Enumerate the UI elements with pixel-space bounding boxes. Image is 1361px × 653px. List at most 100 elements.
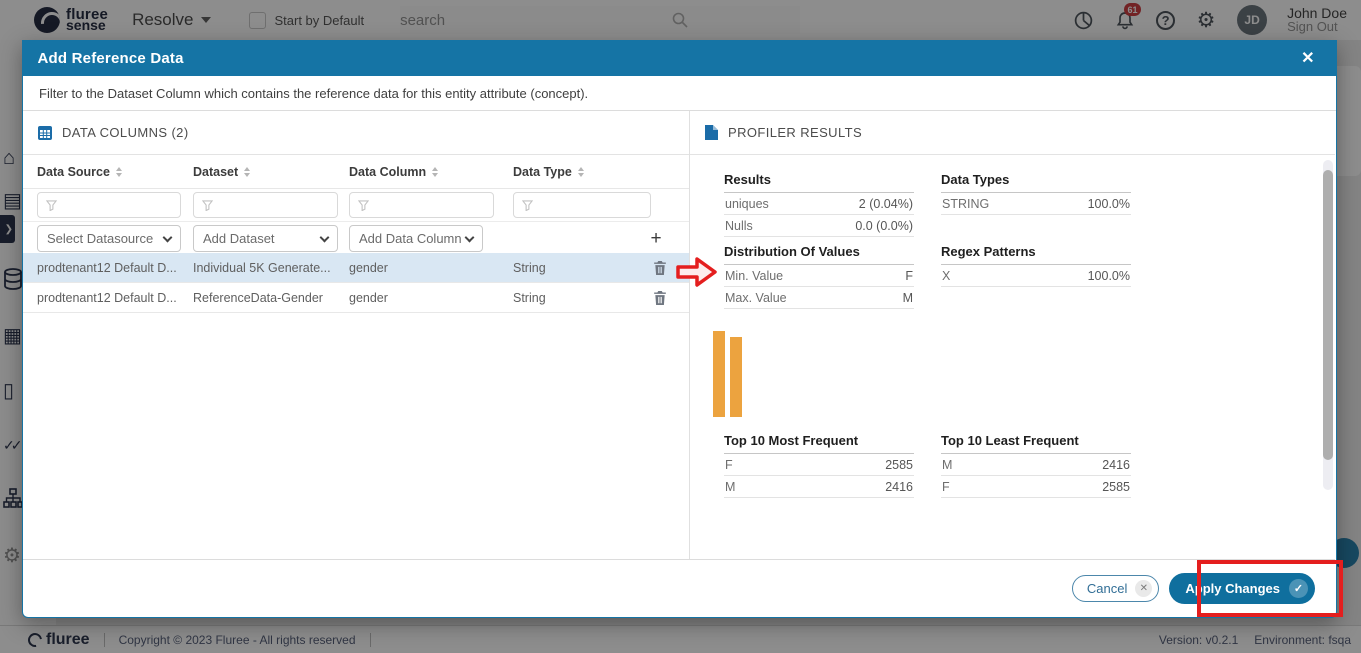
kv-value: 2585 bbox=[1102, 480, 1130, 494]
sidebar-document-icon[interactable]: ▦ bbox=[3, 325, 22, 347]
column-header-data-type[interactable]: Data Type bbox=[513, 155, 584, 189]
kv-label: Nulls bbox=[725, 219, 753, 233]
add-row-button[interactable]: + bbox=[650, 227, 662, 249]
resolve-menu-label: Resolve bbox=[132, 10, 194, 29]
table-document-icon bbox=[38, 125, 52, 140]
apply-changes-button[interactable]: Apply Changes ✓ bbox=[1169, 572, 1315, 604]
table-row[interactable]: prodtenant12 Default D... Individual 5K … bbox=[23, 253, 689, 283]
filter-funnel-icon bbox=[46, 199, 57, 211]
kv-value: 2416 bbox=[1102, 458, 1130, 472]
filter-funnel-icon bbox=[202, 199, 213, 211]
kv-label: STRING bbox=[942, 197, 990, 211]
column-header-dataset[interactable]: Dataset bbox=[193, 155, 251, 189]
most-frequent-table: Top 10 Most Frequent F 2585 M 2416 bbox=[724, 433, 914, 498]
sidebar-list-icon[interactable]: ▤ bbox=[3, 190, 22, 212]
sign-out-link[interactable]: Sign Out bbox=[1287, 19, 1338, 34]
profiler-scrollbar[interactable] bbox=[1323, 160, 1333, 490]
page-icon bbox=[705, 125, 718, 140]
sort-icon bbox=[577, 167, 584, 177]
search-input[interactable] bbox=[400, 6, 801, 34]
kv-row: STRING 100.0% bbox=[941, 193, 1131, 215]
column-header-data-source[interactable]: Data Source bbox=[37, 155, 122, 189]
sidebar-gear-icon[interactable]: ⚙ bbox=[3, 545, 21, 567]
sidebar-selected-item[interactable]: ❯ bbox=[0, 215, 15, 243]
add-reference-data-modal: Add Reference Data ✕ Filter to the Datas… bbox=[21, 40, 1337, 618]
trash-icon bbox=[654, 261, 666, 275]
add-dataset-dropdown[interactable]: Add Dataset bbox=[193, 225, 338, 252]
sidebar-orgchart-icon[interactable] bbox=[3, 488, 27, 514]
close-icon[interactable]: ✕ bbox=[1301, 50, 1315, 67]
profiler-results-panel: PROFILER RESULTS Results uniques 2 (0.04%… bbox=[690, 111, 1335, 559]
chevron-down-icon bbox=[201, 17, 212, 23]
notifications-bell-icon[interactable]: 61 bbox=[1114, 3, 1142, 31]
cancel-button[interactable]: Cancel ✕ bbox=[1071, 574, 1160, 602]
distribution-table: Distribution Of Values Min. Value F Max. V… bbox=[724, 244, 914, 309]
kv-row: M 2416 bbox=[941, 454, 1131, 476]
modal-subtitle: Filter to the Dataset Column which conta… bbox=[23, 76, 1336, 111]
sidebar-book-icon[interactable]: ▯ bbox=[3, 380, 15, 402]
kv-value: 100.0% bbox=[1087, 197, 1130, 211]
least-frequent-table: Top 10 Least Frequent M 2416 F 2585 bbox=[941, 433, 1131, 498]
kv-value: 2585 bbox=[885, 458, 913, 472]
sidebar-checks-icon[interactable]: ✓✓ bbox=[3, 437, 22, 453]
scrollbar-thumb[interactable] bbox=[1323, 170, 1333, 460]
profiler-section-title: PROFILER RESULTS bbox=[728, 125, 863, 140]
delete-row-button[interactable] bbox=[653, 283, 667, 313]
search-icon bbox=[672, 12, 688, 33]
brand-line2: sense bbox=[66, 17, 106, 33]
footer-fluree-logo: fluree bbox=[25, 629, 90, 650]
trash-icon bbox=[654, 291, 666, 305]
kv-label: Max. Value bbox=[725, 291, 787, 305]
page-footer: fluree Copyright © 2023 Fluree - All rig… bbox=[0, 625, 1361, 653]
regex-patterns-title: Regex Patterns bbox=[941, 244, 1131, 265]
filter-input-data-type[interactable] bbox=[513, 192, 651, 218]
annotation-highlight-rectangle bbox=[1197, 560, 1343, 617]
environment-text: Environment: fsqa bbox=[1254, 632, 1351, 647]
kv-label: X bbox=[942, 269, 951, 283]
filter-input-data-column[interactable] bbox=[349, 192, 494, 218]
kv-value: 0.0 (0.0%) bbox=[855, 219, 913, 233]
start-by-default-checkbox[interactable] bbox=[249, 11, 267, 29]
search-bar bbox=[400, 6, 801, 34]
column-header-data-column[interactable]: Data Column bbox=[349, 155, 439, 189]
kv-row: Max. Value M bbox=[724, 287, 914, 309]
add-data-column-dropdown[interactable]: Add Data Column bbox=[349, 225, 483, 252]
kv-row: Nulls 0.0 (0.0%) bbox=[724, 215, 914, 237]
kv-value: 2416 bbox=[885, 480, 913, 494]
sort-icon bbox=[432, 167, 439, 177]
least-frequent-title: Top 10 Least Frequent bbox=[941, 433, 1131, 454]
fluree-logo-icon bbox=[34, 7, 60, 33]
cell-data-type: String bbox=[513, 291, 546, 305]
filter-funnel-icon bbox=[522, 199, 533, 211]
modal-title: Add Reference Data bbox=[37, 49, 184, 67]
reports-pie-icon[interactable] bbox=[1072, 9, 1094, 31]
avatar[interactable]: JD bbox=[1237, 5, 1268, 35]
check-icon: ✓ bbox=[1289, 578, 1308, 598]
cell-data-source: prodtenant12 Default D... bbox=[37, 261, 177, 275]
flureesense-logo[interactable]: fluree sense bbox=[34, 7, 108, 33]
select-datasource-dropdown[interactable]: Select Datasource bbox=[37, 225, 181, 252]
sidebar-home-icon[interactable]: ⌂ bbox=[3, 147, 16, 169]
kv-row: uniques 2 (0.04%) bbox=[724, 193, 914, 215]
sidebar-database-icon[interactable] bbox=[3, 268, 27, 294]
footer-brand-text: fluree bbox=[46, 630, 90, 648]
delete-row-button[interactable] bbox=[653, 253, 667, 283]
chevron-down-icon bbox=[162, 232, 173, 242]
kv-label: uniques bbox=[725, 197, 769, 211]
bar-F bbox=[713, 331, 725, 417]
notification-badge: 61 bbox=[1124, 3, 1142, 16]
kv-label: F bbox=[725, 458, 733, 472]
table-row[interactable]: prodtenant12 Default D... ReferenceData-… bbox=[23, 283, 689, 313]
kv-label: F bbox=[942, 480, 950, 494]
start-by-default-control: Start by Default bbox=[249, 11, 364, 29]
filter-input-data-source[interactable] bbox=[37, 192, 181, 218]
help-icon[interactable]: ? bbox=[1156, 10, 1176, 30]
filter-funnel-icon bbox=[358, 199, 369, 211]
filter-input-dataset[interactable] bbox=[193, 192, 338, 218]
most-frequent-title: Top 10 Most Frequent bbox=[724, 433, 914, 454]
cancel-x-icon: ✕ bbox=[1135, 579, 1153, 597]
resolve-menu[interactable]: Resolve bbox=[132, 10, 212, 30]
settings-gear-icon[interactable]: ⚙ bbox=[1196, 8, 1216, 32]
version-text: Version: v0.2.1 bbox=[1158, 632, 1239, 647]
kv-label: M bbox=[942, 458, 953, 472]
